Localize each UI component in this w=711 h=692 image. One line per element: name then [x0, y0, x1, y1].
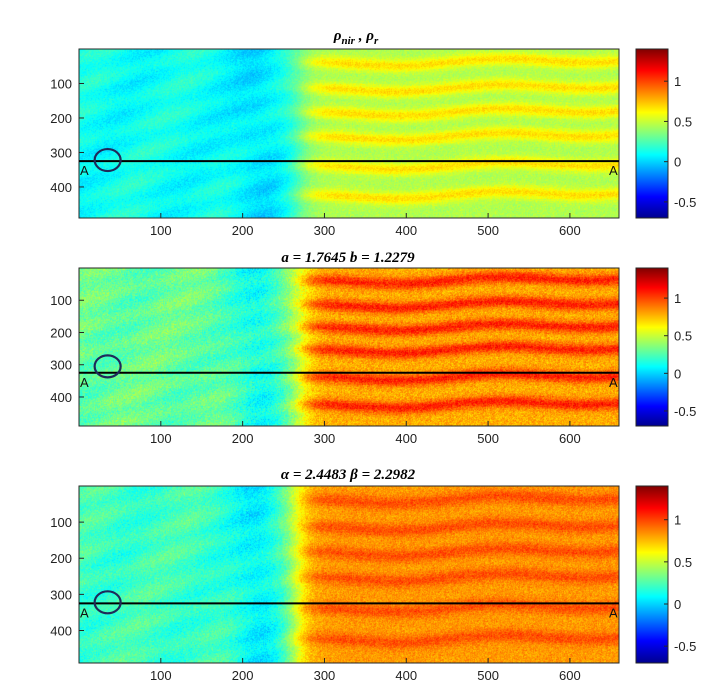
colorbar-tick-label: -0.5: [674, 639, 696, 654]
title-sub-nir: nir: [342, 35, 356, 47]
panel-3-y-axis: 100 200 300 400: [50, 515, 84, 638]
panel-3-colorbar: 1 0.5 0 -0.5: [635, 485, 696, 664]
x-tick-label: 300: [314, 431, 336, 446]
colorbar-tick-label: -0.5: [674, 195, 696, 210]
x-tick-label: 400: [395, 223, 417, 238]
x-tick-label: 200: [232, 668, 254, 683]
y-tick-label: 100: [50, 76, 72, 91]
colorbar-tick-label: 0: [674, 155, 681, 170]
y-tick-label: 400: [50, 180, 72, 195]
x-tick-label: 600: [559, 668, 581, 683]
title-sub-r: r: [374, 35, 379, 47]
panel-2-y-axis: 100 200 300 400: [50, 293, 84, 405]
panel-3-marker-a-left: A: [80, 605, 89, 620]
panel-3-frame: [78, 485, 620, 664]
y-tick-label: 200: [50, 111, 72, 126]
panel-1-highlight-circle: [93, 147, 122, 173]
colorbar-tick-label: 1: [674, 291, 681, 306]
panel-1: ρnir , ρr A A 100 200 300 400 500 600 1002003…: [50, 28, 696, 238]
panel-3-title: α = 2.4483 β = 2.2982: [281, 467, 416, 483]
x-tick-label: 200: [232, 223, 254, 238]
y-tick-label: 100: [50, 515, 72, 530]
colorbar-tick-label: 1: [674, 513, 681, 528]
x-tick-label: 100: [150, 431, 172, 446]
y-tick-label: 300: [50, 145, 72, 160]
panel-2-highlight-circle: [93, 354, 122, 379]
panel-1-colorbar-ticks: 1 0.5 0 -0.5: [664, 74, 696, 210]
y-tick-label: 300: [50, 587, 72, 602]
y-tick-label: 200: [50, 325, 72, 340]
x-tick-label: 300: [314, 668, 336, 683]
panel-2-x-axis: 100 200 300 400 500 600: [150, 421, 581, 446]
x-tick-label: 500: [477, 431, 499, 446]
panel-1-colorbar: 1 0.5 0 -0.5: [635, 48, 696, 219]
colorbar-tick-label: -0.5: [674, 404, 696, 419]
panel-2-colorbar-ramp: [635, 267, 669, 427]
title-separator: ,: [355, 28, 366, 44]
panel-3-plot: A A 100 200 300 400 500 600 100 200 300 400: [50, 485, 620, 683]
panel-2: a = 1.7645 b = 1.2279 A A 100 200 300 400 50…: [50, 250, 696, 446]
y-tick-label: 300: [50, 358, 72, 373]
x-tick-label: 400: [395, 431, 417, 446]
x-tick-label: 600: [559, 431, 581, 446]
x-tick-label: 500: [477, 668, 499, 683]
panel-2-plot: A A 100 200 300 400 500 600 100 200 300 400: [50, 267, 620, 446]
panel-3: α = 2.4483 β = 2.2982 A A 100 200 300 400 50…: [50, 467, 696, 683]
panel-2-field: [79, 268, 619, 426]
y-tick-label: 100: [50, 293, 72, 308]
y-tick-label: 200: [50, 551, 72, 566]
x-tick-label: 200: [232, 431, 254, 446]
x-tick-label: 100: [150, 223, 172, 238]
y-tick-label: 400: [50, 623, 72, 638]
y-tick-label: 400: [50, 390, 72, 405]
panel-3-colorbar-ticks: 1 0.5 0 -0.5: [664, 513, 696, 654]
panel-2-frame: [78, 267, 620, 427]
panel-3-marker-a-right: A: [609, 605, 618, 620]
panel-2-colorbar: 1 0.5 0 -0.5: [635, 267, 696, 427]
x-tick-label: 500: [477, 223, 499, 238]
panel-2-marker-a-right: A: [609, 375, 618, 390]
panel-1-marker-a-left: A: [80, 163, 89, 178]
colorbar-tick-label: 1: [674, 74, 681, 89]
panel-1-plot: A A 100 200 300 400 500 600 100 200 300 400: [50, 48, 620, 238]
x-tick-label: 400: [395, 668, 417, 683]
panel-3-x-axis: 100 200 300 400 500 600: [150, 658, 581, 683]
panel-2-title: a = 1.7645 b = 1.2279: [281, 250, 415, 266]
colorbar-tick-label: 0.5: [674, 114, 692, 129]
x-tick-label: 600: [559, 223, 581, 238]
panel-1-y-axis: 100 200 300 400: [50, 76, 84, 195]
panel-1-title: ρnir , ρr: [333, 28, 379, 47]
colorbar-tick-label: 0: [674, 597, 681, 612]
colorbar-tick-label: 0.5: [674, 329, 692, 344]
panel-1-x-axis: 100 200 300 400 500 600: [150, 213, 581, 238]
title-rho-nir: ρ: [333, 28, 342, 44]
colorbar-tick-label: 0: [674, 366, 681, 381]
panel-1-colorbar-ramp: [635, 48, 669, 219]
panel-3-field: [79, 486, 619, 663]
panel-2-marker-a-left: A: [80, 375, 89, 390]
panel-3-colorbar-ramp: [635, 485, 669, 664]
colorbar-tick-label: 0.5: [674, 555, 692, 570]
panel-1-frame: [78, 48, 620, 219]
panel-3-highlight-circle: [93, 590, 122, 615]
x-tick-label: 100: [150, 668, 172, 683]
panel-1-marker-a-right: A: [609, 163, 618, 178]
panel-1-field: [79, 49, 619, 218]
x-tick-label: 300: [314, 223, 336, 238]
title-rho-r: ρ: [365, 28, 374, 44]
panel-2-colorbar-ticks: 1 0.5 0 -0.5: [664, 291, 696, 419]
